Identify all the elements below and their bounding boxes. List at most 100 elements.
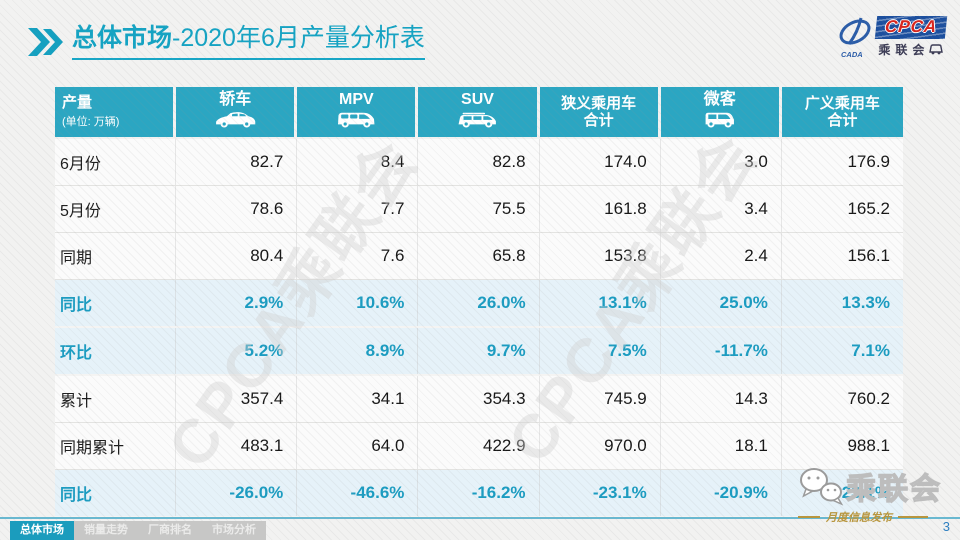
header-cell: 微客 [660, 87, 782, 137]
header-label: 产量 [62, 94, 93, 112]
microvan-icon [700, 109, 740, 133]
footer-tab-总体市场[interactable]: 总体市场 [10, 521, 74, 540]
table-cell: 82.8 [418, 139, 540, 185]
row-label: 累计 [55, 376, 177, 422]
table-cell: 75.5 [418, 186, 540, 232]
table-cell: 3.4 [661, 186, 782, 232]
column-label: 微客 [703, 91, 736, 109]
table-cell: 80.4 [176, 233, 298, 279]
page-number: 3 [942, 519, 950, 534]
table-row: 同比 2.9% 10.6% 26.0% 13.1% 25.0% 13.3% [55, 280, 903, 328]
table-row: 累计 357.4 34.1 354.3 745.9 14.3 760.2 [55, 376, 903, 423]
table-row: 同期累计 483.1 64.0 422.9 970.0 18.1 988.1 [55, 423, 903, 470]
footer-tab-市场分析[interactable]: 市场分析 [212, 524, 256, 536]
table-cell: 357.4 [176, 376, 298, 422]
table-cell: 8.4 [297, 139, 419, 185]
table-cell: 174.0 [540, 139, 661, 185]
table-cell: 78.6 [176, 186, 298, 232]
row-label: 5月份 [55, 186, 177, 232]
table-cell: 7.1% [851, 341, 890, 360]
table-cell: -20.9% [661, 470, 782, 516]
table-cell: 25.0% [661, 280, 782, 326]
logo-cn-text: 乘联会 [878, 43, 930, 57]
table-row: 环比 5.2% 8.9% 9.7% 7.5% -11.7% 7.1% [55, 328, 903, 376]
table-row: 5月份 78.6 7.7 75.5 161.8 3.4 165.2 [55, 186, 903, 233]
row-label: 同期累计 [55, 423, 177, 469]
table-cell: -46.6% [297, 470, 419, 516]
wechat-stamp: 乘联会 [798, 464, 942, 508]
table-cell: 483.1 [176, 423, 298, 469]
header-cell-production: 产量 (单位: 万辆) [55, 87, 177, 137]
table-cell: 10.6% [297, 280, 419, 326]
table-cell: 13.1% [540, 280, 661, 326]
table-cell: 5.2% [176, 328, 298, 374]
cpca-swoosh-icon: CADA [839, 17, 871, 59]
table-cell: -16.2% [418, 470, 540, 516]
table-cell: -23.1% [540, 470, 661, 516]
table-cell: 7.6 [297, 233, 419, 279]
header-cell: MPV [297, 87, 419, 137]
table-cell: 82.7 [176, 139, 298, 185]
header-cell: 狭义乘用车 合计 [539, 87, 661, 137]
column-label: SUV [461, 91, 494, 109]
row-label: 同比 [55, 470, 177, 516]
table-cell: 2.4 [661, 233, 782, 279]
table-cell: 2.9% [176, 280, 298, 326]
table-header-row: 产量 (单位: 万辆) 轿车 MPV SUV 狭义乘用车 合计 微客 广义乘用车 合计 [55, 87, 903, 137]
table-cell: 745.9 [540, 376, 661, 422]
suv-icon [455, 109, 499, 133]
header-cell: SUV [418, 87, 540, 137]
table-cell: 3.0 [661, 139, 782, 185]
table-cell: 34.1 [297, 376, 419, 422]
logo-car-icon [929, 44, 944, 55]
header-cell: 轿车 [176, 87, 298, 137]
table-cell: 26.0% [418, 280, 540, 326]
table-cell: 988.1 [847, 436, 890, 455]
table-cell: 64.0 [297, 423, 419, 469]
table-cell: 18.1 [661, 423, 782, 469]
table-cell: -23.1% [836, 483, 890, 502]
title-text: 总体市场-2020年6月产量分析表 [72, 24, 425, 60]
mpv-icon [334, 109, 378, 133]
cpca-logo: CADA CPCA 乘联会 [834, 14, 948, 60]
stamp-text: 乘联会 [845, 472, 942, 506]
title-rest: -2020年6月产量分析表 [172, 24, 425, 52]
footer-tab-厂商排名[interactable]: 厂商排名 [148, 524, 192, 536]
row-label: 6月份 [55, 139, 177, 185]
table-cell: 156.1 [847, 246, 890, 265]
table-cell: 354.3 [418, 376, 540, 422]
table-cell: 760.2 [847, 389, 890, 408]
row-label: 环比 [55, 328, 177, 374]
header-unit: (单位: 万辆) [62, 115, 120, 128]
footer-tab-bar: 总体市场 销量走势 厂商排名 市场分析 [10, 521, 266, 540]
table-cell: -26.0% [176, 470, 298, 516]
row-label: 同比 [55, 280, 177, 326]
table-cell: 14.3 [661, 376, 782, 422]
wechat-icon [800, 468, 844, 506]
logo-cpca-text: CPCA [874, 16, 948, 39]
column-label-line2: 合计 [583, 112, 614, 129]
header-cell: 广义乘用车 合计 [781, 87, 903, 137]
table-row: 6月份 82.7 8.4 82.8 174.0 3.0 176.9 [55, 139, 903, 186]
publish-text: 月度信息发布 [826, 512, 892, 524]
production-table: 产量 (单位: 万辆) 轿车 MPV SUV 狭义乘用车 合计 微客 广义乘用车 合计 6月份 82.… [55, 87, 903, 518]
column-label: 狭义乘用车 [561, 94, 637, 112]
logo-sub-text: CADA [841, 50, 863, 59]
table-cell: 13.3% [841, 293, 890, 312]
table-cell: 161.8 [540, 186, 661, 232]
table-cell: 422.9 [418, 423, 540, 469]
table-cell: 7.5% [540, 328, 661, 374]
table-cell: 165.2 [847, 199, 890, 218]
column-label-line2: 合计 [827, 112, 858, 129]
footer-divider [0, 517, 960, 519]
chevron-double-icon [28, 28, 63, 56]
table-cell: 176.9 [847, 152, 890, 171]
publish-label: 月度信息发布 [792, 509, 934, 525]
column-label: 广义乘用车 [804, 94, 880, 112]
table-cell: 7.7 [297, 186, 419, 232]
table-cell: 153.8 [540, 233, 661, 279]
title-highlight: 总体市场 [72, 24, 173, 52]
footer-tab-销量走势[interactable]: 销量走势 [84, 524, 128, 536]
column-label: MPV [339, 91, 374, 109]
